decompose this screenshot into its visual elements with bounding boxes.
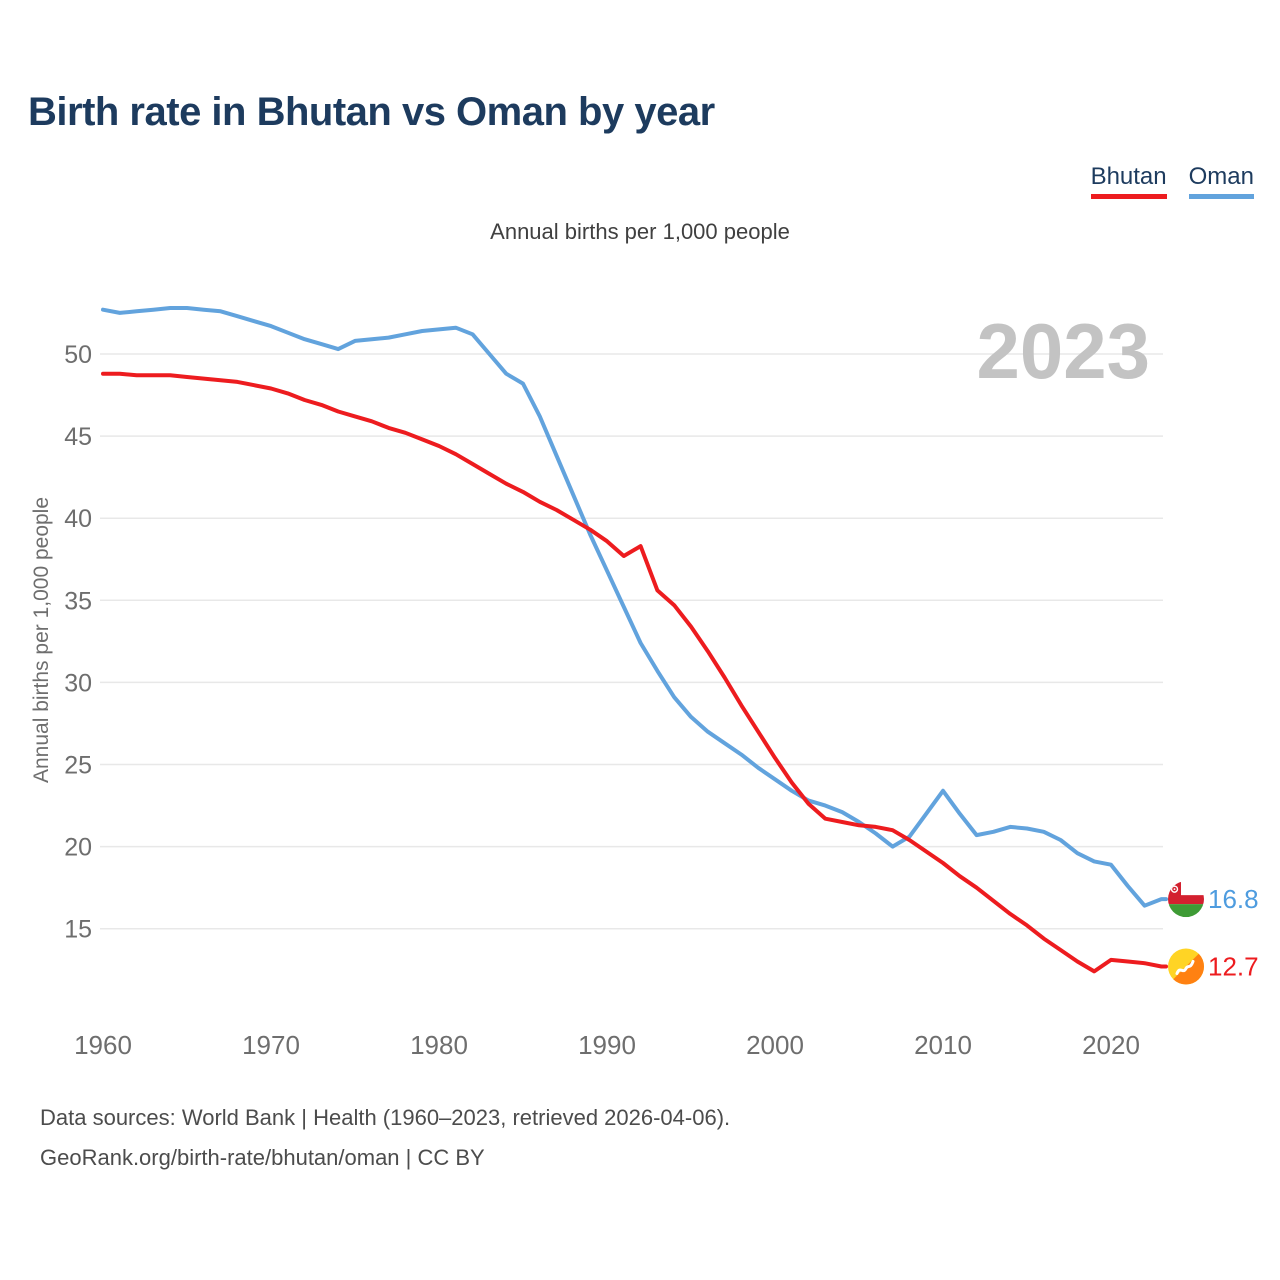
y-tick-label-50: 50 — [64, 341, 92, 369]
legend: Bhutan Oman — [1090, 163, 1254, 200]
y-tick-label-25: 25 — [64, 752, 92, 780]
bhutan-flag-icon — [1168, 948, 1204, 985]
y-tick-label-15: 15 — [64, 916, 92, 944]
chart-canvas: 2023 15 20 25 30 35 40 45 50 1960 1970 1980 1990 2000… — [64, 306, 1259, 1060]
watermark-year: 2023 — [976, 307, 1150, 395]
x-tick-label-1970: 1970 — [242, 1030, 300, 1060]
oman-end-value: 16.8 — [1208, 884, 1259, 914]
footer-source-line: Data sources: World Bank | Health (1960–… — [40, 1105, 731, 1130]
page-title: Birth rate in Bhutan vs Oman by year — [28, 90, 715, 134]
oman-line[interactable] — [101, 306, 1168, 908]
x-tick-label-2000: 2000 — [746, 1030, 804, 1060]
legend-label-bhutan: Bhutan — [1090, 163, 1167, 190]
gridlines — [100, 353, 1163, 930]
x-tick-label-1990: 1990 — [578, 1030, 636, 1060]
x-tick-label-2010: 2010 — [914, 1030, 972, 1060]
footer-attribution-line: GeoRank.org/birth-rate/bhutan/oman | CC … — [40, 1145, 485, 1170]
y-tick-label-45: 45 — [64, 423, 92, 451]
legend-label-oman: Oman — [1188, 163, 1254, 190]
y-tick-label-35: 35 — [64, 587, 92, 615]
y-tick-label-30: 30 — [64, 669, 92, 697]
legend-item-oman[interactable]: Oman — [1188, 163, 1254, 200]
y-tick-label-40: 40 — [64, 505, 92, 533]
x-tick-label-1960: 1960 — [74, 1030, 132, 1060]
chart-footer: Data sources: World Bank | Health (1960–… — [40, 1098, 730, 1178]
y-tick-label-20: 20 — [64, 834, 92, 862]
chart-subtitle: Annual births per 1,000 people — [490, 219, 790, 244]
x-tick-label-1980: 1980 — [410, 1030, 468, 1060]
bhutan-line[interactable] — [101, 371, 1168, 974]
oman-flag-icon — [1168, 881, 1204, 918]
x-tick-label-2020: 2020 — [1082, 1030, 1140, 1060]
bhutan-end-value: 12.7 — [1208, 952, 1259, 982]
legend-item-bhutan[interactable]: Bhutan — [1090, 163, 1167, 200]
